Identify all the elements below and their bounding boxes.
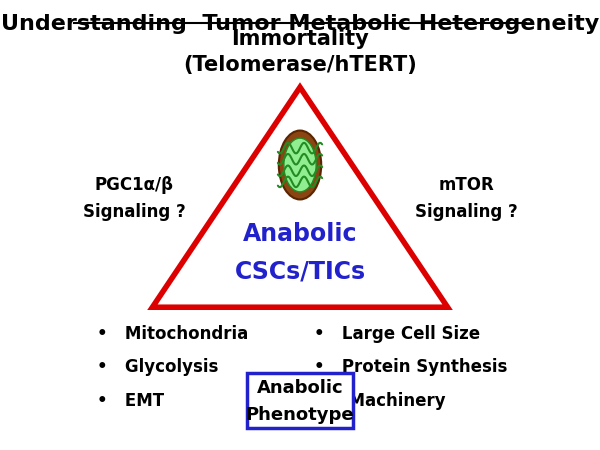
Text: Machinery: Machinery <box>314 392 445 410</box>
Text: •   Mitochondria: • Mitochondria <box>97 325 248 343</box>
Text: •   EMT: • EMT <box>97 392 164 410</box>
Text: Anabolic: Anabolic <box>243 222 357 246</box>
Text: (Telomerase/hTERT): (Telomerase/hTERT) <box>183 55 417 75</box>
Text: Anabolic: Anabolic <box>257 379 343 397</box>
Text: PGC1α/β: PGC1α/β <box>94 176 173 194</box>
Text: Signaling ?: Signaling ? <box>83 202 185 220</box>
Text: •   Large Cell Size: • Large Cell Size <box>314 325 480 343</box>
Ellipse shape <box>279 130 321 199</box>
Text: •   Glycolysis: • Glycolysis <box>97 358 218 376</box>
Text: Signaling ?: Signaling ? <box>415 202 517 220</box>
Text: mTOR: mTOR <box>438 176 494 194</box>
Ellipse shape <box>284 138 316 192</box>
FancyBboxPatch shape <box>247 373 353 428</box>
Text: Phenotype: Phenotype <box>245 406 355 424</box>
Text: •   Protein Synthesis: • Protein Synthesis <box>314 358 507 376</box>
Text: Immortality: Immortality <box>231 29 369 50</box>
Text: Understanding  Tumor Metabolic Heterogeneity: Understanding Tumor Metabolic Heterogene… <box>1 14 599 34</box>
Text: CSCs/TICs: CSCs/TICs <box>235 260 365 284</box>
